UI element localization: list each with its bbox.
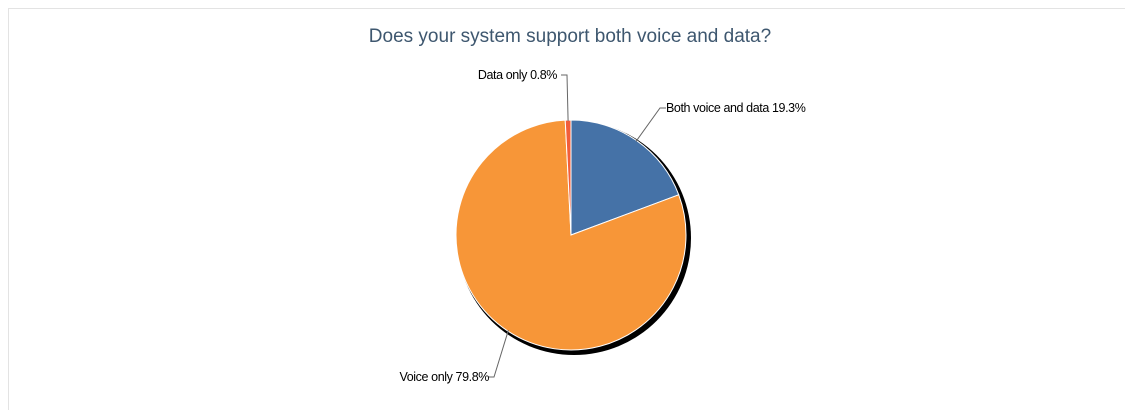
chart-title: Does your system support both voice and …	[369, 26, 771, 47]
pie-labels: Both voice and data 19.3% Voice only 79.8…	[400, 68, 807, 384]
slice-label: Data only 0.8%	[478, 68, 557, 82]
slice-label: Both voice and data 19.3%	[666, 101, 806, 115]
pie-slices	[455, 119, 687, 351]
label-connector	[635, 107, 666, 142]
slice-label: Voice only 79.8%	[400, 370, 490, 384]
label-connector	[561, 74, 569, 122]
label-connector	[488, 330, 509, 378]
